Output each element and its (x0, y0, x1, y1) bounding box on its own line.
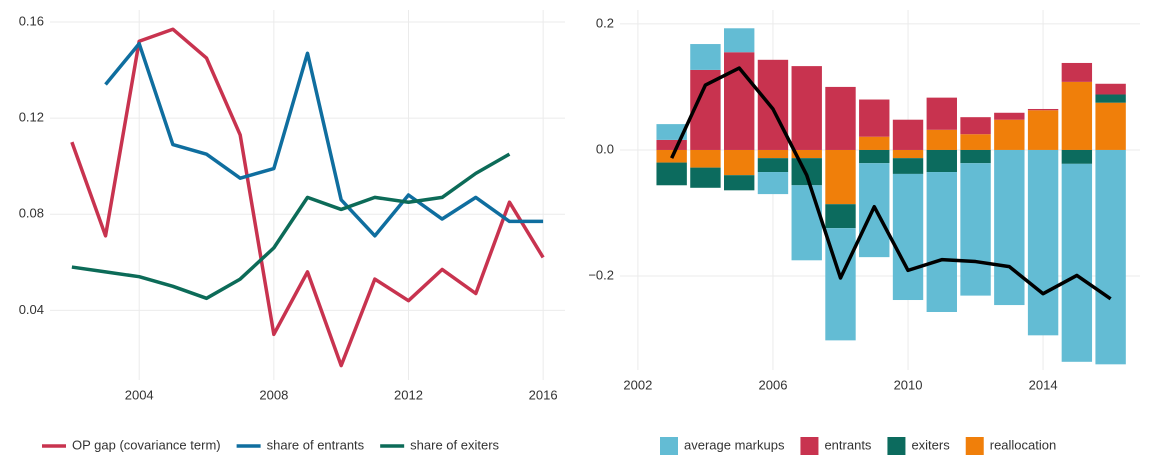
bar-segment (1095, 149, 1126, 365)
series-line (104, 41, 544, 238)
legend-label: average markups (684, 437, 785, 452)
bar-segment (791, 149, 822, 159)
bar-segment (859, 99, 890, 137)
bar-segment (926, 172, 957, 312)
bar-segment (1095, 102, 1126, 150)
y-tick-label: 0.0 (596, 141, 614, 156)
bar-segment (690, 167, 721, 188)
x-tick-label: 2004 (125, 387, 154, 402)
x-tick-label: 2014 (1029, 377, 1058, 392)
legend-label: exiters (911, 437, 950, 452)
bar-segment (757, 149, 789, 159)
bar-segment (1027, 110, 1059, 150)
bar-segment (892, 149, 924, 159)
bar-segment (892, 173, 924, 301)
bar-segment (1061, 163, 1093, 362)
legend-swatch (887, 437, 906, 455)
total-line (670, 66, 1112, 301)
bar-segment (892, 119, 924, 150)
x-tick-label: 2006 (759, 377, 788, 392)
bar-segment (825, 204, 856, 229)
bar-segment (1061, 62, 1093, 82)
bar-segment (757, 172, 789, 195)
x-tick-label: 2010 (894, 377, 923, 392)
panel: −0.2 0.0 0.2 2002 2006 2010 2014 average markup… (588, 10, 1140, 455)
bar-segment (656, 139, 687, 150)
bar-segment (1095, 83, 1126, 95)
legend-swatch (660, 437, 678, 455)
x-tick-label: 2008 (259, 387, 288, 402)
bar-segment (960, 134, 991, 150)
bar-segment (926, 97, 957, 130)
bar-segment (1027, 149, 1059, 336)
bar-segment (1061, 149, 1093, 164)
bar-segment (656, 162, 687, 186)
legend-swatch (800, 437, 819, 455)
y-tick-label: 0.12 (19, 110, 44, 125)
bar-segment (1095, 94, 1126, 103)
y-tick-label: 0.2 (596, 15, 614, 30)
bar-segment (926, 129, 957, 150)
bar-segment (690, 44, 721, 70)
bar-segment (1027, 108, 1059, 111)
bar-segment (859, 136, 890, 150)
legend-label: entrants (824, 437, 871, 452)
bar-segment (859, 149, 890, 164)
x-tick-label: 2012 (394, 387, 423, 402)
bar-segment (994, 119, 1025, 150)
legend-swatch (965, 437, 984, 455)
bar-segment (994, 149, 1025, 306)
bar-segment (825, 149, 856, 205)
legend-label: share of exiters (410, 437, 499, 452)
bar-segment (960, 163, 991, 296)
y-tick-label: 0.04 (19, 302, 44, 317)
bar-segment (960, 117, 991, 135)
bar-segment (757, 158, 789, 173)
bar-segment (724, 175, 755, 191)
bar-segment (757, 59, 789, 150)
y-tick-label: −0.2 (588, 267, 614, 282)
bar-segment (791, 66, 822, 150)
bar-segment (926, 149, 957, 173)
legend-label: share of entrants (267, 437, 365, 452)
bar-segment (656, 124, 687, 140)
panel: 0.04 0.08 0.12 0.16 2004 2008 2012 2016 OP gap (… (19, 10, 565, 452)
legend-label: reallocation (990, 437, 1057, 452)
bar-segment (825, 86, 856, 150)
bar-segment (994, 112, 1025, 120)
bar-segment (960, 149, 991, 164)
x-tick-label: 2002 (623, 377, 652, 392)
series-line (71, 152, 511, 301)
bar-segment (791, 185, 822, 261)
legend-label: OP gap (covariance term) (72, 437, 221, 452)
bar-segment (724, 149, 755, 176)
series-line (70, 27, 545, 368)
y-tick-label: 0.08 (19, 206, 44, 221)
x-tick-label: 2016 (529, 387, 558, 402)
y-tick-label: 0.16 (19, 13, 44, 28)
bar-segment (1061, 81, 1093, 150)
bar-segment (690, 149, 721, 168)
bar-segment (892, 158, 924, 174)
bar-segment (724, 28, 755, 53)
